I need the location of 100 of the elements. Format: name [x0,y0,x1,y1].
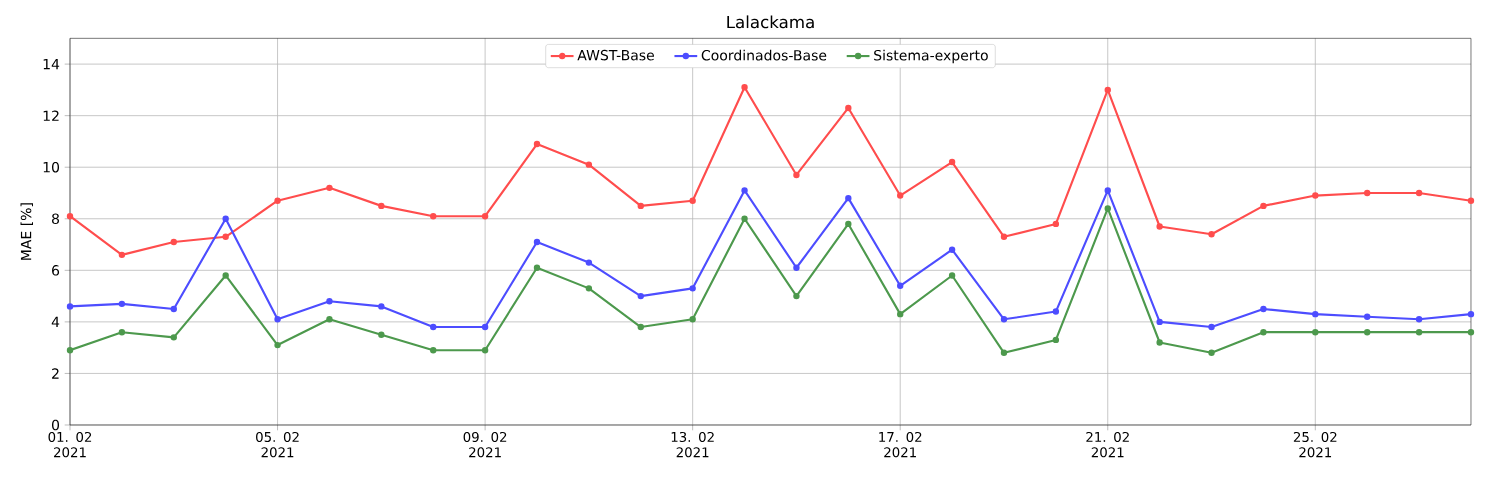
point [689,197,696,204]
point [326,184,333,192]
point [1104,86,1111,94]
x-tick-label: 05. 02 2021 [256,431,299,458]
point [1156,223,1163,230]
point [1467,310,1475,318]
point [1000,233,1008,241]
point [741,187,748,194]
legend-label: Sistema-experto [874,49,988,64]
point [741,84,748,91]
point [326,298,333,305]
chart-title: Lalackama [727,15,814,29]
point [1364,328,1371,336]
point [481,347,489,354]
point [1052,220,1060,228]
point [1415,316,1423,323]
point [1467,197,1475,204]
point [222,272,229,279]
point [585,259,593,266]
point [637,292,644,300]
point [1260,305,1267,313]
point [533,264,541,271]
x-tick-label: 25. 02 2021 [1293,431,1337,458]
point [1104,205,1111,212]
point [1208,349,1215,357]
point [1415,328,1423,336]
point [170,238,177,246]
point [585,285,593,292]
y-tick-label: 8 [52,213,60,225]
y-tick-label: 0 [51,419,60,431]
point [1052,336,1060,344]
point [845,220,852,228]
point [1208,231,1215,238]
point [378,202,385,210]
point [1000,316,1008,323]
point [118,300,126,308]
point [274,316,281,323]
x-tick-label: 21. 02 2021 [1086,431,1129,458]
point [118,328,126,336]
y-axis-title: MAE [%] [20,203,33,260]
x-tick-label: 13. 02 2021 [671,431,714,458]
point [222,233,229,241]
point [1312,310,1319,318]
y-tick-label: 2 [52,368,59,379]
y-tick-label: 4 [51,316,60,327]
point [274,197,281,204]
y-tick-label: 12 [43,110,59,121]
point [430,323,437,331]
point [1156,318,1163,326]
point [326,316,333,323]
legend-label: Coordinados-Base [701,49,827,61]
point [948,272,956,279]
point [378,303,385,310]
point [430,347,437,354]
point [378,331,385,338]
point [1364,313,1371,320]
point [1312,192,1319,199]
point [1312,328,1319,336]
point [689,316,696,323]
point [66,212,74,220]
point [274,341,281,349]
point [1208,323,1215,331]
x-tick-label: 17. 02 2021 [879,431,922,458]
point [430,212,437,220]
point [66,347,74,354]
point [1260,202,1267,210]
point [897,192,904,199]
point [1104,187,1111,194]
point [948,158,956,166]
point [66,303,74,310]
point [637,202,644,210]
point [118,251,126,259]
point [637,323,644,331]
point [585,161,593,168]
x-tick-label: 01. 02 2021 [48,431,92,458]
legend-label: AWST-Base [577,49,654,61]
y-tick-label: 6 [52,265,60,276]
point [170,305,177,313]
point [1364,189,1371,197]
y-tick-label: 14 [43,59,60,70]
point [1052,308,1060,315]
point [948,246,956,253]
point [793,171,800,179]
point [689,285,696,292]
y-tick-label: 10 [43,161,60,173]
point [897,310,904,318]
point [1415,189,1423,197]
point [481,323,489,331]
x-tick-label: 09. 02 2021 [463,431,507,458]
point [793,292,800,300]
point [1467,328,1475,336]
point [845,104,852,112]
point [1156,339,1163,346]
point [741,215,748,222]
point [897,282,904,289]
point [222,215,229,222]
point [170,334,177,341]
point [481,212,489,220]
point [533,238,541,246]
point [1260,328,1267,336]
